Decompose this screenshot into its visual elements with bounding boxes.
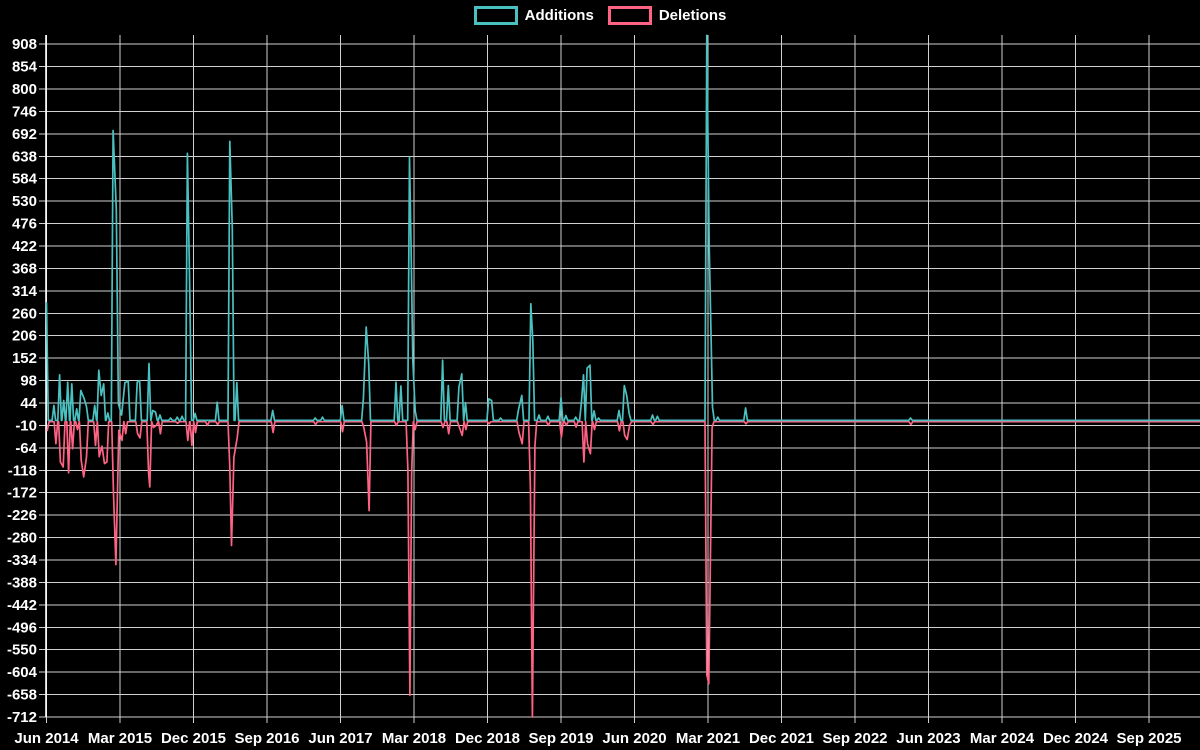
y-tick-label: 314 [12,283,38,300]
y-tick-label: -712 [7,709,37,726]
x-tick-label: Sep 2025 [1116,730,1181,747]
y-tick-label: -280 [7,530,37,547]
x-tick-label: Dec 2018 [455,730,520,747]
x-tick-label: Dec 2024 [1043,730,1109,747]
x-tick-label: Mar 2015 [88,730,152,747]
y-tick-label: 746 [12,103,37,120]
y-tick-label: 422 [12,238,37,255]
y-tick-label: -118 [8,462,37,479]
y-tick-label: -442 [7,597,37,614]
x-tick-label: Dec 2015 [161,730,226,747]
y-tick-label: 638 [12,148,37,165]
y-tick-label: -496 [7,619,37,636]
y-tick-label: -658 [7,687,37,704]
y-tick-label: 98 [20,373,37,390]
grid [39,35,1200,723]
y-tick-label: 854 [12,59,38,76]
legend-item-deletions[interactable]: Deletions [607,6,727,25]
y-tick-label: -10 [15,417,37,434]
chart-legend: Additions Deletions [0,6,1200,25]
legend-item-additions[interactable]: Additions [473,6,594,25]
y-tick-label: -604 [7,664,38,681]
deletions-line [46,420,1200,718]
y-tick-label: -64 [15,440,37,457]
legend-label-additions: Additions [524,7,594,24]
legend-label-deletions: Deletions [658,7,727,24]
x-tick-label: Dec 2021 [749,730,814,747]
additions-swatch [473,6,518,25]
x-tick-label: Sep 2019 [528,730,593,747]
x-tick-label: Mar 2024 [970,730,1035,747]
y-tick-label: -388 [7,574,37,591]
y-tick-label: 692 [12,126,37,143]
y-tick-label: -550 [7,642,37,659]
y-tick-label: 800 [12,81,37,98]
y-tick-label: 260 [12,305,37,322]
y-tick-label: 152 [12,350,37,367]
x-tick-label: Sep 2022 [822,730,887,747]
y-tick-label: -334 [7,552,38,569]
y-tick-label: 206 [12,328,37,345]
y-tick-label: 908 [12,36,37,53]
y-tick-label: 530 [12,193,37,210]
x-tick-label: Mar 2021 [676,730,740,747]
deletions-swatch [607,6,652,25]
x-tick-label: Jun 2023 [896,730,960,747]
x-tick-label: Jun 2017 [308,730,372,747]
y-tick-label: 44 [20,395,37,412]
additions-line [45,34,1200,422]
x-tick-label: Jun 2014 [14,730,79,747]
y-tick-label: 476 [12,216,37,233]
x-tick-label: Mar 2018 [382,730,446,747]
x-tick-label: Jun 2020 [602,730,666,747]
y-tick-label: -226 [7,507,37,524]
x-tick-label: Sep 2016 [234,730,299,747]
tick-labels: 908 854 800 746 692 638 584 530 476 422 368 314 260 2… [7,36,1182,747]
y-tick-label: 584 [12,171,38,188]
y-tick-label: -172 [7,485,37,502]
y-tick-label: 368 [12,260,37,277]
